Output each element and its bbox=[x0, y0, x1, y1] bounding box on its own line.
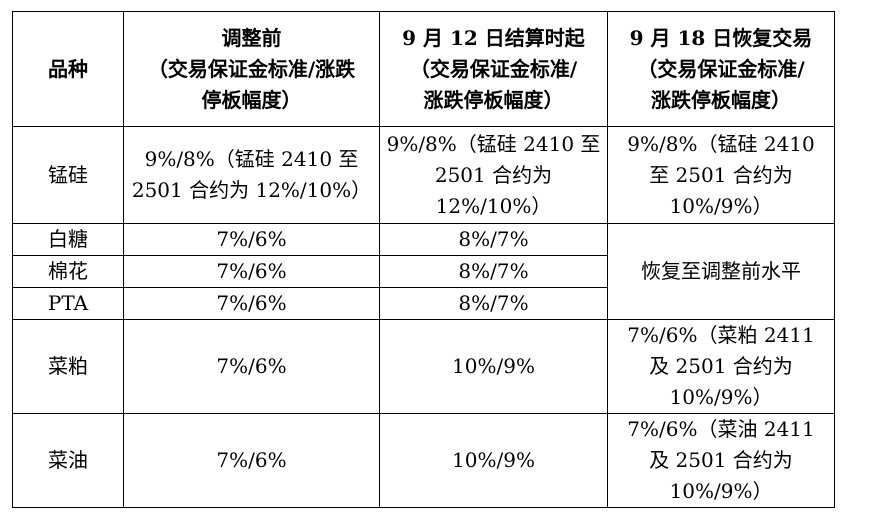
header-before: 调整前 （交易保证金标准/涨跌 停板幅度） bbox=[123, 11, 380, 127]
cell-sep18: 9%/8%（锰硅 2410 至 2501 合约为 10%/9%） bbox=[607, 126, 835, 224]
cell-sep18: 7%/6%（菜粕 2411 及 2501 合约为 10%/9%） bbox=[607, 319, 835, 414]
variety-name: 锰硅 bbox=[48, 162, 88, 187]
cell-before-value: 7%/6% bbox=[216, 227, 287, 251]
table-row-manganese-silicon: 锰硅 9%/8%（锰硅 2410 至 2501 合约为 12%/10%） 9%/… bbox=[12, 126, 835, 224]
variety-name: 白糖 bbox=[48, 227, 88, 251]
cell-variety: 菜粕 bbox=[12, 319, 124, 414]
cell-sep18-line2: 及 2501 合约为 bbox=[649, 448, 793, 472]
table-row-cotton: 棉花 7%/6% 8%/7% bbox=[12, 255, 835, 288]
cell-before-value: 7%/6% bbox=[216, 291, 287, 315]
cell-sep12-value: 8%/7% bbox=[458, 227, 529, 251]
cell-sep18-line1: 7%/6%（菜粕 2411 bbox=[627, 323, 815, 347]
cell-sep12: 8%/7% bbox=[379, 223, 608, 256]
header-before-line1: 调整前 bbox=[221, 25, 282, 50]
variety-name: 菜油 bbox=[48, 448, 88, 472]
header-before-line2: （交易保证金标准/涨跌 bbox=[147, 56, 356, 81]
cell-sep18-merged: 恢复至调整前水平 bbox=[607, 223, 835, 320]
cell-sep18-line3: 10%/9%） bbox=[669, 385, 773, 409]
cell-sep18-line3: 10%/9%） bbox=[669, 193, 773, 218]
cell-sep12: 8%/7% bbox=[379, 287, 608, 320]
cell-variety: PTA bbox=[12, 287, 124, 320]
cell-sep12: 10%/9% bbox=[379, 319, 608, 414]
header-variety-text: 品种 bbox=[48, 56, 88, 81]
cell-sep12-line3: 12%/10%） bbox=[435, 193, 552, 218]
cell-sep12-value: 8%/7% bbox=[458, 291, 529, 315]
cell-sep18-merged-text: 恢复至调整前水平 bbox=[641, 259, 801, 283]
cell-before: 7%/6% bbox=[123, 223, 380, 256]
cell-before-value: 7%/6% bbox=[216, 259, 287, 283]
table-row-rapeseed-meal: 菜粕 7%/6% 10%/9% 7%/6%（菜粕 2411 及 2501 合约为… bbox=[12, 319, 835, 414]
cell-variety: 锰硅 bbox=[12, 126, 124, 224]
header-sep18-line3: 涨跌停板幅度） bbox=[651, 87, 791, 112]
header-sep18-line2: （交易保证金标准/ bbox=[637, 56, 805, 81]
cell-sep18-line2: 及 2501 合约为 bbox=[649, 354, 793, 378]
cell-sep12-line2: 2501 合约为 bbox=[434, 162, 553, 187]
margin-adjustment-table: 品种 调整前 （交易保证金标准/涨跌 停板幅度） 9 月 12 日结算时起 （交… bbox=[12, 11, 835, 508]
table-row-white-sugar: 白糖 7%/6% 8%/7% 恢复至调整前水平 bbox=[12, 223, 835, 320]
cell-before: 7%/6% bbox=[123, 255, 380, 288]
cell-sep12-value: 10%/9% bbox=[452, 354, 535, 378]
cell-before-value: 7%/6% bbox=[216, 448, 287, 472]
cell-sep18-line3: 10%/9%） bbox=[669, 479, 773, 503]
variety-name: PTA bbox=[47, 291, 89, 315]
cell-variety: 白糖 bbox=[12, 223, 124, 256]
cell-sep12-value: 8%/7% bbox=[458, 259, 529, 283]
header-sep12-line2: （交易保证金标准/ bbox=[409, 56, 578, 81]
cell-before: 7%/6% bbox=[123, 319, 380, 414]
cell-before-line1: 9%/8%（锰硅 2410 至 bbox=[144, 147, 359, 171]
header-sep12: 9 月 12 日结算时起 （交易保证金标准/ 涨跌停板幅度） bbox=[379, 11, 608, 127]
cell-variety: 菜油 bbox=[12, 413, 124, 508]
header-before-line3: 停板幅度） bbox=[201, 87, 302, 112]
cell-sep18: 7%/6%（菜油 2411 及 2501 合约为 10%/9%） bbox=[607, 413, 835, 508]
cell-before: 9%/8%（锰硅 2410 至 2501 合约为 12%/10%） bbox=[123, 126, 380, 224]
cell-sep12: 8%/7% bbox=[379, 255, 608, 288]
variety-name: 棉花 bbox=[48, 259, 88, 283]
header-sep12-line1: 9 月 12 日结算时起 bbox=[402, 25, 585, 50]
header-variety: 品种 bbox=[12, 11, 124, 127]
document-area: 品种 调整前 （交易保证金标准/涨跌 停板幅度） 9 月 12 日结算时起 （交… bbox=[12, 11, 835, 508]
header-sep18-line1: 9 月 18 日恢复交易 bbox=[629, 25, 813, 50]
cell-before-value: 7%/6% bbox=[216, 354, 287, 378]
cell-before-line2: 2501 合约为 12%/10%） bbox=[131, 178, 372, 202]
cell-sep18-line1: 7%/6%（菜油 2411 bbox=[627, 417, 815, 441]
cell-before: 7%/6% bbox=[123, 413, 380, 508]
cell-before: 7%/6% bbox=[123, 287, 380, 320]
cell-sep12: 10%/9% bbox=[379, 413, 608, 508]
header-row: 品种 调整前 （交易保证金标准/涨跌 停板幅度） 9 月 12 日结算时起 （交… bbox=[12, 11, 835, 127]
table-row-rapeseed-oil: 菜油 7%/6% 10%/9% 7%/6%（菜油 2411 及 2501 合约为… bbox=[12, 413, 835, 508]
cell-variety: 棉花 bbox=[12, 255, 124, 288]
variety-name: 菜粕 bbox=[48, 354, 88, 378]
header-sep12-line3: 涨跌停板幅度） bbox=[423, 87, 564, 112]
cell-sep12: 9%/8%（锰硅 2410 至 2501 合约为 12%/10%） bbox=[379, 126, 608, 224]
cell-sep18-line1: 9%/8%（锰硅 2410 bbox=[627, 131, 815, 156]
cell-sep12-value: 10%/9% bbox=[452, 448, 535, 472]
cell-sep12-line1: 9%/8%（锰硅 2410 至 bbox=[386, 131, 601, 156]
header-sep18: 9 月 18 日恢复交易 （交易保证金标准/ 涨跌停板幅度） bbox=[607, 11, 835, 127]
cell-sep18-line2: 至 2501 合约为 bbox=[649, 162, 793, 187]
